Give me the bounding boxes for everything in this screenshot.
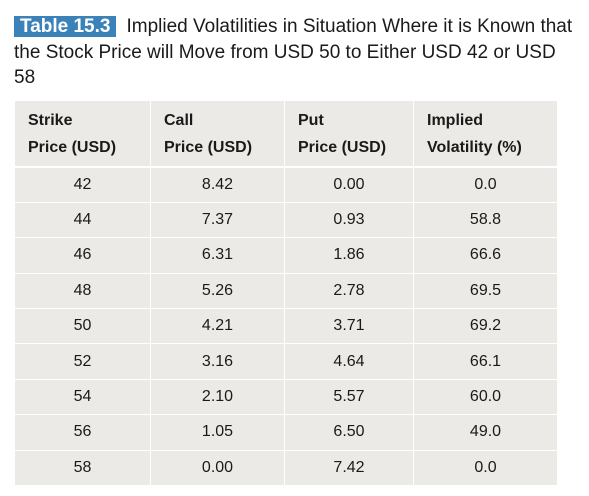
implied-volatility-cell: 66.1 [413, 343, 558, 380]
put-price-cell: 0.00 [284, 166, 414, 203]
implied-volatility-cell: 0.0 [413, 449, 558, 487]
strike-price-cell: 58 [14, 449, 151, 487]
call-price-cell: 1.05 [150, 414, 285, 451]
table-row: 44 7.37 0.93 58.8 [14, 201, 558, 239]
call-price-cell: 4.21 [150, 308, 285, 345]
header-put-price: Put Price (USD) [284, 100, 414, 168]
strike-price-cell: 54 [14, 378, 151, 416]
strike-price-cell: 46 [14, 237, 151, 274]
strike-price-cell: 48 [14, 272, 151, 310]
call-price-cell: 0.00 [150, 449, 285, 487]
table-row: 48 5.26 2.78 69.5 [14, 272, 558, 310]
table-caption: Table 15.3 Implied Volatilities in Situat… [14, 14, 580, 91]
table-row: 56 1.05 6.50 49.0 [14, 414, 558, 451]
call-price-cell: 5.26 [150, 272, 285, 310]
table-row: 46 6.31 1.86 66.6 [14, 237, 558, 274]
header-row: Strike Price (USD) Call Price (USD) Put … [14, 100, 558, 168]
put-price-cell: 3.71 [284, 308, 414, 345]
put-price-cell: 7.42 [284, 449, 414, 487]
strike-price-cell: 56 [14, 414, 151, 451]
table-row: 54 2.10 5.57 60.0 [14, 378, 558, 416]
put-price-cell: 6.50 [284, 414, 414, 451]
header-call-price: Call Price (USD) [150, 100, 285, 168]
table-row: 58 0.00 7.42 0.0 [14, 449, 558, 487]
implied-volatility-cell: 66.6 [413, 237, 558, 274]
call-price-cell: 3.16 [150, 343, 285, 380]
put-price-cell: 5.57 [284, 378, 414, 416]
implied-volatility-cell: 0.0 [413, 166, 558, 203]
header-implied-volatility: Implied Volatility (%) [413, 100, 558, 168]
table-row: 50 4.21 3.71 69.2 [14, 308, 558, 345]
header-strike-price: Strike Price (USD) [14, 100, 151, 168]
put-price-cell: 1.86 [284, 237, 414, 274]
strike-price-cell: 44 [14, 201, 151, 239]
put-price-cell: 2.78 [284, 272, 414, 310]
strike-price-cell: 42 [14, 166, 151, 203]
put-price-cell: 0.93 [284, 201, 414, 239]
implied-volatility-cell: 49.0 [413, 414, 558, 451]
implied-volatility-cell: 69.2 [413, 308, 558, 345]
volatility-table: Strike Price (USD) Call Price (USD) Put … [14, 100, 558, 487]
call-price-cell: 7.37 [150, 201, 285, 239]
table-row: 52 3.16 4.64 66.1 [14, 343, 558, 380]
put-price-cell: 4.64 [284, 343, 414, 380]
table-label: Table 15.3 [14, 16, 117, 37]
table-title: Implied Volatilities in Situation Where … [14, 16, 573, 88]
implied-volatility-cell: 60.0 [413, 378, 558, 416]
strike-price-cell: 50 [14, 308, 151, 345]
implied-volatility-cell: 69.5 [413, 272, 558, 310]
call-price-cell: 2.10 [150, 378, 285, 416]
implied-volatility-cell: 58.8 [413, 201, 558, 239]
call-price-cell: 6.31 [150, 237, 285, 274]
call-price-cell: 8.42 [150, 166, 285, 203]
table-row: 42 8.42 0.00 0.0 [14, 166, 558, 203]
strike-price-cell: 52 [14, 343, 151, 380]
